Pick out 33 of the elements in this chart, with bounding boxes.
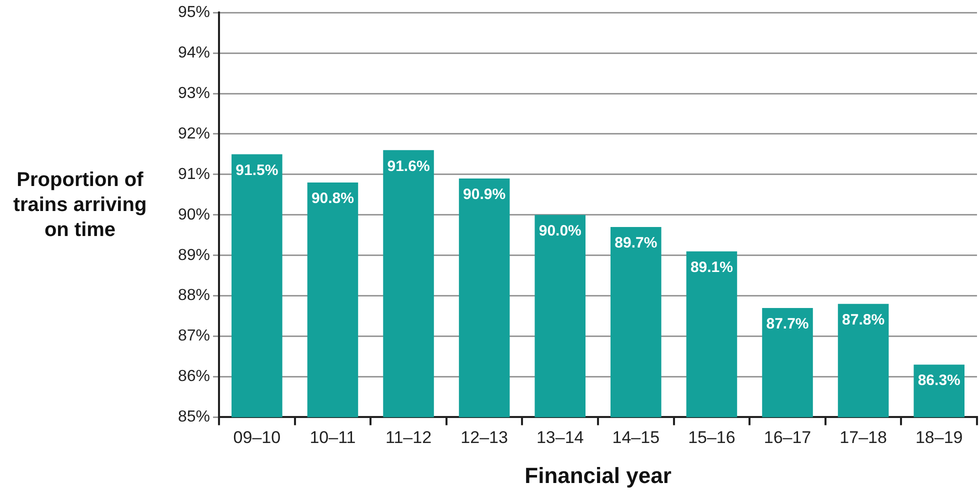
y-tick-label: 89% <box>178 246 210 264</box>
data-label: 87.8% <box>842 312 885 329</box>
y-tick-label: 94% <box>178 44 210 62</box>
y-tick-label: 95% <box>178 4 210 22</box>
x-tick-label: 16–17 <box>764 428 812 448</box>
y-tick-label: 90% <box>178 206 210 224</box>
y-tick-label: 91% <box>178 166 210 183</box>
data-label: 90.8% <box>311 190 354 208</box>
y-axis-title: Proportion of trains arriving on time <box>12 168 148 243</box>
x-tick-label: 09–10 <box>233 428 281 448</box>
x-tick-label: 12–13 <box>460 428 508 448</box>
y-tick-label: 86% <box>178 368 210 386</box>
data-label: 89.7% <box>614 234 658 252</box>
y-tick-label: 93% <box>178 84 210 102</box>
y-tick-label: 88% <box>178 287 210 304</box>
x-tick-label: 14–15 <box>612 428 660 448</box>
y-tick-label: 87% <box>178 328 210 345</box>
x-tick-label: 11–12 <box>386 428 432 448</box>
x-tick-label: 13–14 <box>536 428 584 448</box>
x-tick-label: 15–16 <box>688 428 736 448</box>
y-tick-label: 85% <box>178 408 210 426</box>
x-tick-label: 17–18 <box>840 428 887 448</box>
data-label: 91.5% <box>236 162 278 179</box>
x-axis-title: Financial year <box>524 462 672 488</box>
data-label: 86.3% <box>918 372 960 390</box>
data-label: 87.7% <box>766 316 809 333</box>
x-tick-label: 18–19 <box>915 428 963 448</box>
data-label: 90.9% <box>463 186 506 204</box>
data-label: 90.0% <box>538 222 582 240</box>
data-label: 89.1% <box>690 258 733 276</box>
x-tick-label: 10–11 <box>310 428 356 448</box>
data-label: 91.6% <box>387 158 430 175</box>
y-tick-label: 92% <box>178 125 210 142</box>
